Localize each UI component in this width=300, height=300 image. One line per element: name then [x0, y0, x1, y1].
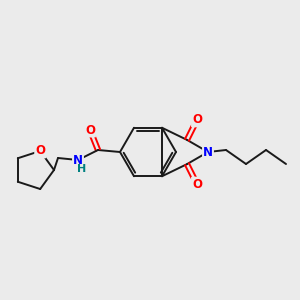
Text: H: H: [77, 164, 87, 174]
Text: O: O: [192, 113, 202, 126]
Text: N: N: [203, 146, 213, 158]
Text: O: O: [192, 178, 202, 190]
Text: O: O: [35, 145, 45, 158]
Text: O: O: [85, 124, 95, 136]
Text: N: N: [73, 154, 83, 166]
